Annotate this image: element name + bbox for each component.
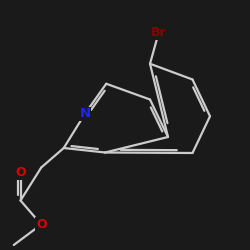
Text: N: N (80, 107, 90, 120)
Text: Br: Br (151, 26, 166, 39)
Text: O: O (15, 166, 26, 179)
Text: O: O (36, 218, 46, 231)
